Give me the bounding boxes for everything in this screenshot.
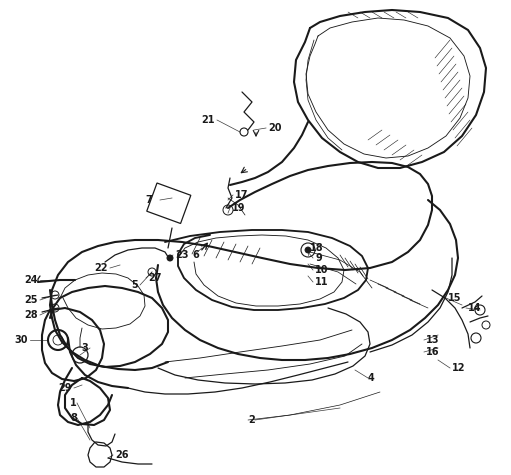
- Text: 16: 16: [426, 347, 439, 357]
- Text: 3: 3: [81, 343, 88, 353]
- Text: 15: 15: [448, 293, 461, 303]
- Text: 19: 19: [232, 203, 245, 213]
- Text: 18: 18: [310, 243, 323, 253]
- Text: 28: 28: [25, 310, 38, 320]
- Bar: [147, 183, 191, 224]
- Text: 24: 24: [25, 275, 38, 285]
- Text: 8: 8: [70, 413, 77, 423]
- Text: 12: 12: [452, 363, 466, 373]
- Text: 7: 7: [145, 195, 152, 205]
- Text: 6: 6: [192, 250, 199, 260]
- Text: 1: 1: [70, 398, 77, 408]
- Text: 22: 22: [95, 263, 108, 273]
- Text: 10: 10: [315, 265, 329, 275]
- Text: 25: 25: [25, 295, 38, 305]
- Text: 14: 14: [468, 303, 481, 313]
- Text: 17: 17: [235, 190, 248, 200]
- Text: 13: 13: [426, 335, 439, 345]
- Text: 4: 4: [368, 373, 375, 383]
- Text: 20: 20: [268, 123, 282, 133]
- Text: 11: 11: [315, 277, 329, 287]
- Circle shape: [305, 247, 311, 253]
- Text: 2: 2: [248, 415, 255, 425]
- Text: 29: 29: [58, 383, 72, 393]
- Text: 21: 21: [201, 115, 215, 125]
- Text: 9: 9: [315, 253, 322, 263]
- Circle shape: [167, 255, 173, 261]
- Text: 5: 5: [131, 280, 138, 290]
- Text: 23: 23: [175, 250, 189, 260]
- Text: 26: 26: [115, 450, 128, 460]
- Text: 30: 30: [14, 335, 28, 345]
- Text: 27: 27: [148, 273, 161, 283]
